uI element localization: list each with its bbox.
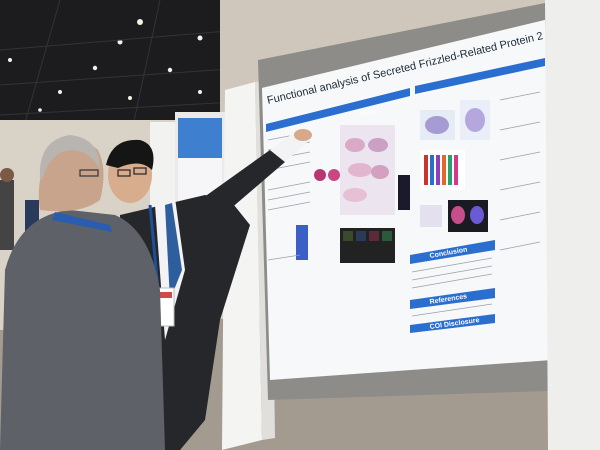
presenter-tie (165, 203, 182, 300)
background-person-head (0, 168, 14, 182)
poster-blue-band-right (415, 58, 545, 94)
presenter-glasses (117, 169, 131, 177)
poster-figures (296, 100, 490, 263)
presenter-arm (200, 150, 285, 222)
visitor (0, 135, 165, 450)
poster-title-area (262, 20, 546, 118)
visitor-glasses (79, 169, 99, 177)
presenter-hair (106, 139, 154, 170)
visitor-jacket (0, 210, 165, 450)
visitor-head (38, 140, 104, 212)
conclusion-band (410, 240, 495, 264)
distant-poster-header (178, 118, 222, 158)
coi-band (410, 314, 495, 333)
references-band (410, 288, 495, 309)
right-panel (545, 0, 600, 450)
visitor-hair (39, 135, 100, 180)
presenter-hand (294, 129, 312, 141)
poster-results-label: Results (359, 109, 377, 118)
poster-blue-band-left (266, 88, 410, 132)
visitor-lanyard (52, 212, 112, 232)
background-person (0, 180, 14, 250)
